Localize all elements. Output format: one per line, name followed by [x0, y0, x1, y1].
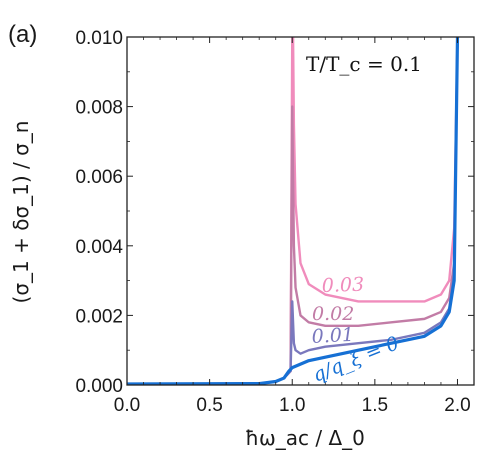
- series-line-3: [127, 37, 460, 385]
- x-tick-label: 1.5: [362, 395, 388, 416]
- y-tick-label: 0.010: [75, 28, 123, 49]
- y-tick-label: 0.004: [75, 237, 123, 258]
- x-ticks: 0.0 0.5 1.0 1.5 2.0: [114, 37, 471, 416]
- series-label-0: 0.03: [321, 274, 364, 297]
- x-tick-label: 2.0: [444, 395, 470, 416]
- x-tick-label: 0.5: [196, 395, 222, 416]
- y-axis-label: (σ_1 + δσ_1) / σ_n: [9, 121, 33, 304]
- series-labels: 0.030.020.01q/q_ξ = 0: [310, 274, 402, 387]
- series-label-1: 0.02: [312, 303, 354, 325]
- x-axis-label: ħω_ac / Δ_0: [245, 426, 365, 450]
- panel-label: (a): [8, 21, 37, 48]
- y-tick-label: 0.008: [75, 98, 123, 119]
- y-ticks: 0.000 0.002 0.004 0.006 0.008 0.010: [75, 28, 474, 397]
- x-tick-label: 0.0: [114, 395, 140, 416]
- temperature-annotation: T/T_c = 0.1: [306, 52, 422, 76]
- series-label-2: 0.01: [311, 324, 354, 348]
- x-tick-label: 1.0: [279, 395, 305, 416]
- y-tick-label: 0.006: [75, 167, 123, 188]
- y-tick-label: 0.002: [75, 306, 123, 327]
- y-tick-label: 0.000: [75, 376, 123, 397]
- series-layer: [127, 37, 460, 385]
